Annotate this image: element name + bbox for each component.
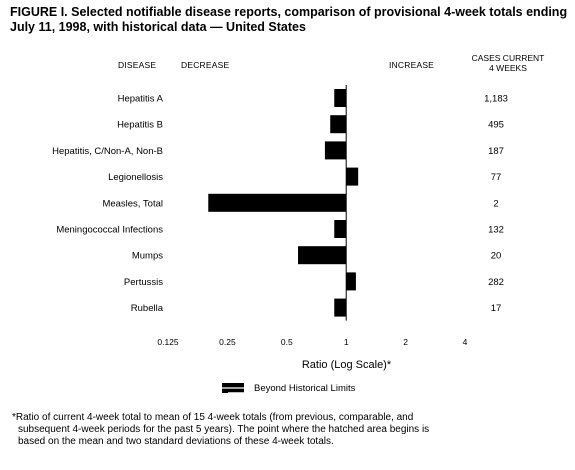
footnote: *Ratio of current 4-week total to mean o… <box>12 412 560 448</box>
category-label: Hepatitis B <box>117 120 163 131</box>
disease-header: DISEASE <box>118 60 157 70</box>
figure-title: FIGURE I. Selected notifiable disease re… <box>10 5 568 34</box>
category-label: Meningococcal Infections <box>56 225 163 236</box>
footnote-line-2: subsequent 4-week periods for the past 5… <box>18 424 430 435</box>
x-tick-label: 0.125 <box>157 337 179 347</box>
bar-measles-total <box>208 193 347 212</box>
category-label: Measles, Total <box>102 198 163 209</box>
category-label: Legionellosis <box>108 172 163 183</box>
x-tick-label: 0.25 <box>219 337 236 347</box>
x-tick-label: 4 <box>463 337 468 347</box>
cases-value: 132 <box>488 225 504 236</box>
x-tick-label: 0.5 <box>281 337 293 347</box>
footnote-line-3: based on the mean and two standard devia… <box>18 436 334 447</box>
cases-value: 77 <box>491 172 502 183</box>
increase-header: INCREASE <box>389 60 435 70</box>
cases-value: 282 <box>488 277 504 288</box>
category-label: Mumps <box>132 251 163 262</box>
footnote-line-1: *Ratio of current 4-week total to mean o… <box>12 412 414 423</box>
bar-hepatitis-a <box>334 89 347 107</box>
cases-header-line2: 4 WEEKS <box>489 63 527 73</box>
category-label: Hepatitis A <box>118 94 164 105</box>
category-label: Rubella <box>131 303 164 314</box>
cases-value: 495 <box>488 120 504 131</box>
bar-pertussis <box>346 272 356 291</box>
cases-header-line1: CASES CURRENT <box>471 53 545 63</box>
bar-mumps <box>298 246 347 265</box>
bar-meningococcal-infections <box>334 220 347 238</box>
bar-rubella <box>334 298 347 317</box>
cases-value: 2 <box>493 198 498 209</box>
category-label: Hepatitis, C/Non-A, Non-B <box>52 146 163 157</box>
category-label: Pertussis <box>124 277 163 288</box>
cases-value: 20 <box>491 251 502 262</box>
decrease-header: DECREASE <box>181 60 230 70</box>
cases-value: 1,183 <box>484 94 508 105</box>
bar-hepatitis-c-non-a-non-b <box>324 141 347 160</box>
cases-value: 187 <box>488 146 504 157</box>
bar-legionellosis <box>346 167 359 186</box>
bar-hepatitis-b <box>330 115 347 134</box>
cases-value: 17 <box>491 303 502 314</box>
legend-label: Beyond Historical Limits <box>254 383 356 394</box>
x-axis-label: Ratio (Log Scale)* <box>302 359 392 371</box>
x-tick-label: 1 <box>344 337 349 347</box>
cases-header: CASES CURRENT 4 WEEKS <box>468 53 548 73</box>
x-tick-label: 2 <box>403 337 408 347</box>
